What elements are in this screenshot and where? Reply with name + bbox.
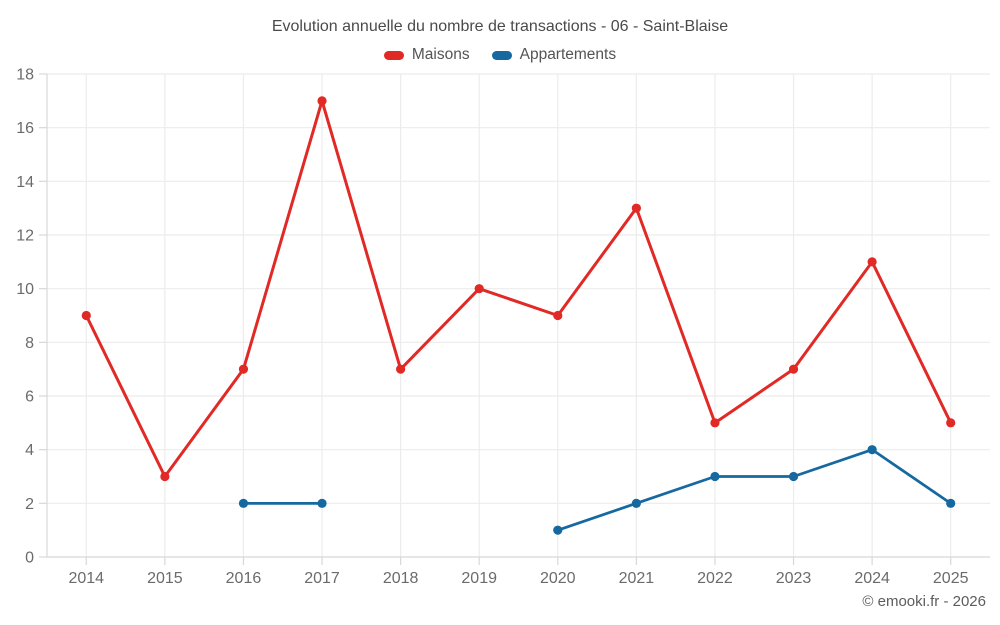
- legend-item-appartements[interactable]: Appartements: [491, 46, 617, 64]
- appartements-legend-marker: [491, 50, 512, 60]
- data-point-maisons-2023[interactable]: [788, 364, 799, 374]
- y-axis-labels: 0 2 4 6 8 10 12 14 16 18: [16, 67, 34, 567]
- data-point-appartements-2020[interactable]: [553, 525, 563, 535]
- series-appartements: [238, 445, 956, 535]
- maisons-legend-label: Maisons: [411, 46, 470, 63]
- appartements-legend-label: Appartements: [519, 46, 617, 63]
- data-point-maisons-2020[interactable]: [553, 310, 563, 321]
- axis-ticks: [39, 73, 952, 565]
- svg-text:18: 18: [16, 67, 34, 84]
- data-point-maisons-2021[interactable]: [631, 203, 641, 213]
- series-line: [556, 448, 953, 532]
- data-point-maisons-2024[interactable]: [867, 257, 877, 267]
- svg-text:2022: 2022: [697, 570, 733, 587]
- gridlines: [47, 73, 990, 557]
- maisons-legend-marker: [383, 50, 404, 60]
- svg-text:14: 14: [16, 174, 34, 191]
- svg-text:2: 2: [25, 496, 34, 513]
- series-maisons: [81, 96, 956, 482]
- data-point-maisons-2017[interactable]: [317, 96, 327, 106]
- copyright-watermark: © emooki.fr - 2026: [862, 593, 986, 610]
- data-point-appartements-2022[interactable]: [710, 471, 720, 482]
- svg-text:2025: 2025: [933, 570, 969, 587]
- svg-text:8: 8: [25, 335, 34, 352]
- svg-text:2017: 2017: [304, 570, 340, 587]
- svg-text:10: 10: [16, 281, 34, 298]
- chart-title: Evolution annuelle du nombre de transact…: [271, 18, 729, 35]
- svg-text:12: 12: [16, 228, 34, 245]
- data-point-maisons-2022[interactable]: [710, 418, 720, 428]
- data-point-maisons-2018[interactable]: [396, 364, 406, 374]
- svg-text:2024: 2024: [854, 570, 890, 587]
- svg-text:2020: 2020: [540, 570, 576, 587]
- svg-text:2019: 2019: [461, 570, 497, 587]
- svg-text:6: 6: [25, 389, 34, 406]
- series-line: [84, 99, 953, 478]
- data-point-appartements-2017[interactable]: [317, 498, 327, 508]
- svg-text:16: 16: [16, 120, 34, 137]
- data-point-appartements-2023[interactable]: [788, 471, 799, 482]
- svg-text:2015: 2015: [147, 570, 183, 587]
- svg-text:2014: 2014: [68, 570, 104, 587]
- data-point-appartements-2021[interactable]: [631, 498, 641, 508]
- data-point-maisons-2025[interactable]: [946, 418, 956, 428]
- data-point-maisons-2015[interactable]: [160, 471, 170, 482]
- legend-item-maisons[interactable]: Maisons: [383, 46, 470, 64]
- svg-text:2016: 2016: [226, 570, 262, 587]
- x-axis-labels: 2014 2015 2016 2017 2018 2019 2020 2021 2022 2023…: [68, 570, 968, 587]
- data-point-appartements-2016[interactable]: [238, 498, 249, 508]
- data-point-appartements-2024[interactable]: [867, 445, 877, 455]
- svg-text:0: 0: [25, 550, 34, 567]
- data-point-appartements-2025[interactable]: [946, 498, 956, 508]
- data-point-maisons-2014[interactable]: [81, 310, 91, 321]
- svg-text:2021: 2021: [619, 570, 655, 587]
- svg-text:2018: 2018: [383, 570, 419, 587]
- svg-text:2023: 2023: [776, 570, 812, 587]
- chart-legend: Maisons Appartements: [0, 46, 1000, 64]
- data-point-maisons-2019[interactable]: [474, 284, 484, 294]
- svg-text:4: 4: [25, 442, 34, 459]
- data-point-maisons-2016[interactable]: [238, 364, 249, 374]
